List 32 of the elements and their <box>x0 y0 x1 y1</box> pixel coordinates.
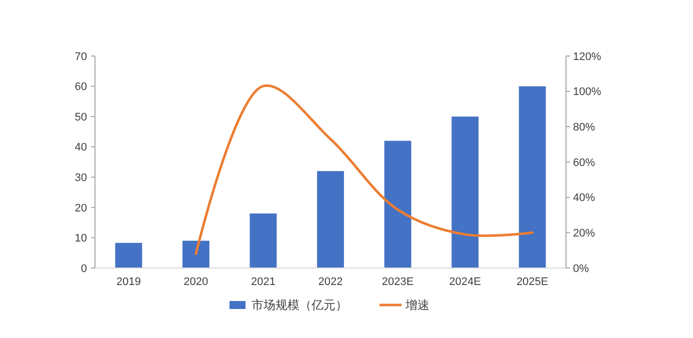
bar <box>250 213 277 268</box>
y-tick-label: 60 <box>74 81 87 94</box>
y-tick-label: 20 <box>74 202 87 214</box>
x-tick-label: 2023E <box>382 276 414 288</box>
bar <box>452 116 479 268</box>
y2-tick-label: 120% <box>573 50 602 63</box>
y-tick-label: 10 <box>74 232 87 245</box>
x-tick-label: 2022 <box>318 276 343 288</box>
y-tick-label: 40 <box>74 142 87 154</box>
x-tick-label: 2024E <box>449 276 481 288</box>
line-series <box>194 84 534 256</box>
y2-tick-label: 60% <box>573 156 596 169</box>
y2-tick-label: 100% <box>573 86 602 98</box>
y2-tick-label: 20% <box>573 228 596 240</box>
y2-tick-label: 80% <box>573 122 596 134</box>
bar <box>384 140 412 268</box>
bar <box>518 86 546 268</box>
legend-label: 增速 <box>404 298 430 312</box>
bar <box>115 242 142 268</box>
y-tick-label: 0 <box>80 262 87 275</box>
y-tick-label: 50 <box>74 111 87 124</box>
y2-tick-label: 0% <box>573 262 590 275</box>
y-tick-label: 70 <box>74 50 87 63</box>
x-tick-label: 2021 <box>250 276 276 288</box>
x-tick-label: 2019 <box>116 276 141 288</box>
bar <box>317 171 344 268</box>
y2-tick-label: 40% <box>573 192 596 204</box>
y-tick-label: 30 <box>74 172 87 184</box>
legend-label: 市场规模（亿元） <box>252 298 348 312</box>
x-tick-label: 2025E <box>516 276 548 288</box>
bar <box>182 240 210 268</box>
x-tick-label: 2020 <box>184 276 208 288</box>
